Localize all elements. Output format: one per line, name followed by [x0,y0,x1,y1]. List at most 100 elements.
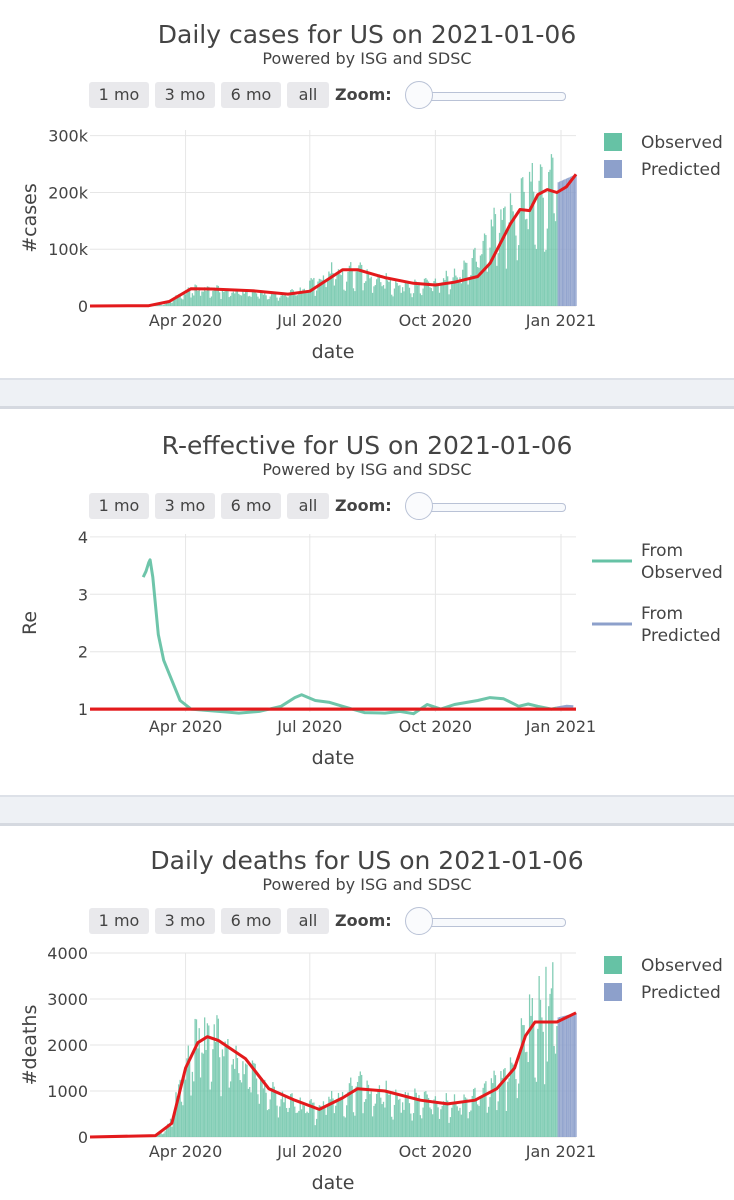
range-6-month-button[interactable]: 6 mo [221,82,281,108]
x-axis-title: date [312,747,355,769]
range-6-month-button[interactable]: 6 mo [221,908,281,934]
observed-bar [462,269,464,306]
observed-bar [430,288,432,306]
observed-bar [193,1081,195,1137]
observed-bar [160,304,162,306]
observed-bar [329,1099,331,1137]
observed-bar [354,291,356,306]
observed-bar [481,1096,483,1137]
x-tick-label: Jul 2020 [276,1142,342,1161]
observed-bar [255,1078,258,1137]
range-1-month-button[interactable]: 1 mo [89,908,149,934]
observed-bar [460,283,462,306]
cases-chart: Apr 2020 Jul 2020 Oct 2020 Jan 2021 0 100k 200… [19,127,723,363]
observed-bar [523,191,525,306]
observed-bar [494,214,497,306]
observed-bar [210,296,213,306]
observed-bar [309,280,311,306]
x-tick-label: Jul 2020 [276,717,342,736]
observed-bar [485,235,487,306]
range-3-month-button[interactable]: 3 mo [155,908,215,934]
observed-bar [291,1093,293,1137]
observed-bar [178,294,180,306]
observed-bar [340,1098,342,1137]
observed-bar [432,291,434,306]
observed-bar [553,1046,555,1137]
observed-bar [455,275,457,306]
observed-bar [361,264,363,306]
observed-bar [401,1102,404,1137]
observed-bar [219,1057,221,1137]
observed-bar [522,177,524,306]
range-6-month-button[interactable]: 6 mo [221,493,281,519]
range-1-month-button[interactable]: 1 mo [89,493,149,519]
observed-bar [246,291,248,306]
observed-bar [343,1116,345,1137]
observed-bar [468,1111,471,1137]
observed-bar [365,281,367,306]
observed-bar [165,1128,168,1137]
observed-bar [326,280,329,306]
observed-bar [471,258,473,306]
range-all-button[interactable]: all [287,82,329,108]
observed-bar [204,287,206,306]
range-all-button[interactable]: all [287,493,329,519]
observed-bar [228,297,230,306]
y-axis-title: #deaths [19,1005,41,1086]
observed-bar [500,209,502,306]
observed-bar [501,1077,503,1137]
observed-bar [250,296,252,306]
range-all-button[interactable]: all [287,908,329,934]
cases-chart-title: Daily cases for US on 2021-01-06 [157,20,577,49]
range-3-month-button[interactable]: 3 mo [155,82,215,108]
observed-bar [399,285,401,306]
observed-bar [273,1086,275,1137]
observed-bar [487,262,490,306]
deaths-chart-title: Daily deaths for US on 2021-01-06 [150,846,584,875]
bars [90,154,577,306]
predicted-bar [563,179,565,306]
observed-bar [494,1075,497,1137]
observed-bar [533,1026,535,1137]
legend-predicted-swatch [604,160,622,178]
observed-bar [490,1078,493,1137]
observed-bar [354,1115,356,1137]
observed-bar [299,1097,301,1137]
legend-predicted-swatch [604,983,622,1001]
observed-bar [466,1098,468,1137]
observed-bar [184,294,187,306]
zoom-slider-handle[interactable] [405,492,433,520]
observed-bar [482,240,484,306]
observed-bar [523,1025,525,1137]
predicted-bar [565,1015,568,1137]
re-chart-title: R-effective for US on 2021-01-06 [161,431,573,460]
predicted-bar [573,1013,576,1137]
observed-bar [440,1109,442,1137]
observed-bar [238,1073,240,1137]
zoom-slider-handle[interactable] [405,81,433,109]
observed-bar [315,1118,318,1137]
observed-bar [384,1107,386,1137]
observed-bar [508,222,510,306]
observed-bar [197,1048,199,1137]
zoom-slider-handle[interactable] [405,907,433,935]
observed-bar [180,298,183,306]
observed-bar [520,1018,523,1137]
observed-bar [492,1083,494,1137]
observed-bar [348,1083,351,1137]
observed-bar [341,270,344,306]
observed-bar [361,1074,363,1137]
observed-bar [505,268,508,306]
observed-bar [322,1101,325,1137]
observed-bar [261,1077,263,1137]
observed-bar [268,1109,270,1137]
observed-bar [519,1048,521,1137]
x-tick-label: Jan 2021 [525,717,596,736]
range-3-month-button[interactable]: 3 mo [155,493,215,519]
observed-bar [427,1097,430,1137]
observed-bar [475,261,477,306]
observed-bar [158,304,161,306]
observed-bar [475,1099,477,1137]
range-1-month-button[interactable]: 1 mo [89,82,149,108]
observed-bar [210,1081,213,1137]
